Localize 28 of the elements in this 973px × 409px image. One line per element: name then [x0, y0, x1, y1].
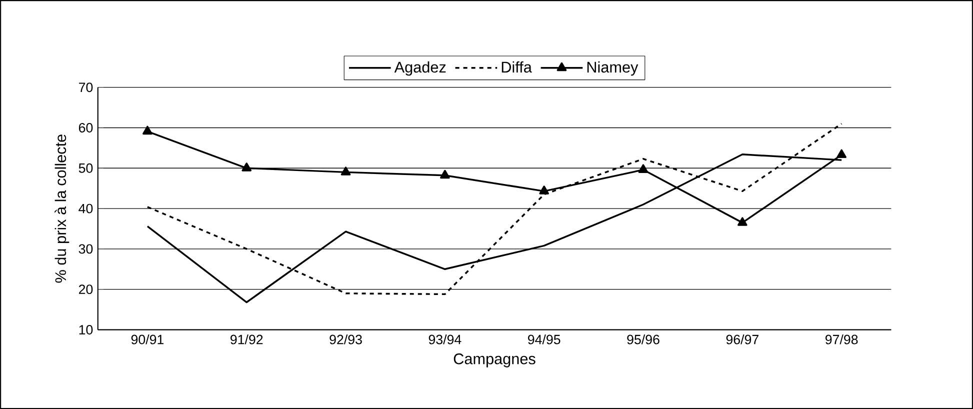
- x-tick-label: 97/98: [825, 334, 858, 344]
- legend-label: Diffa: [502, 61, 532, 73]
- x-tick-label: 94/95: [528, 334, 560, 344]
- y-tick-label: 20: [78, 284, 93, 294]
- legend-label: Agadez: [394, 61, 446, 76]
- point: [242, 162, 252, 172]
- x-tick-label: 96/97: [726, 334, 758, 344]
- x-tick-label: 93/94: [428, 334, 462, 344]
- y-tick-label: 10: [79, 324, 93, 334]
- y-axis-title: % du prix à la collecte: [54, 134, 70, 283]
- y-tick-label: 40: [78, 204, 93, 214]
- point: [142, 126, 152, 135]
- point: [836, 149, 846, 158]
- x-tick-label: 91/92: [230, 334, 263, 344]
- legend-label: Niamey: [587, 61, 638, 76]
- x-tick-label: 95/96: [627, 334, 660, 344]
- x-tick-label: 90/91: [131, 334, 164, 344]
- point: [539, 186, 550, 194]
- y-tick-label: 50: [78, 163, 93, 173]
- y-tick-label: 70: [78, 82, 93, 92]
- point: [440, 170, 450, 179]
- x-axis-title: Campagnes: [454, 353, 536, 368]
- point: [737, 217, 748, 226]
- y-tick-label: 60: [78, 122, 93, 132]
- point: [340, 166, 351, 176]
- y-tick-label: 30: [78, 244, 93, 254]
- x-tick-label: 92/93: [330, 334, 362, 344]
- point: [638, 164, 648, 173]
